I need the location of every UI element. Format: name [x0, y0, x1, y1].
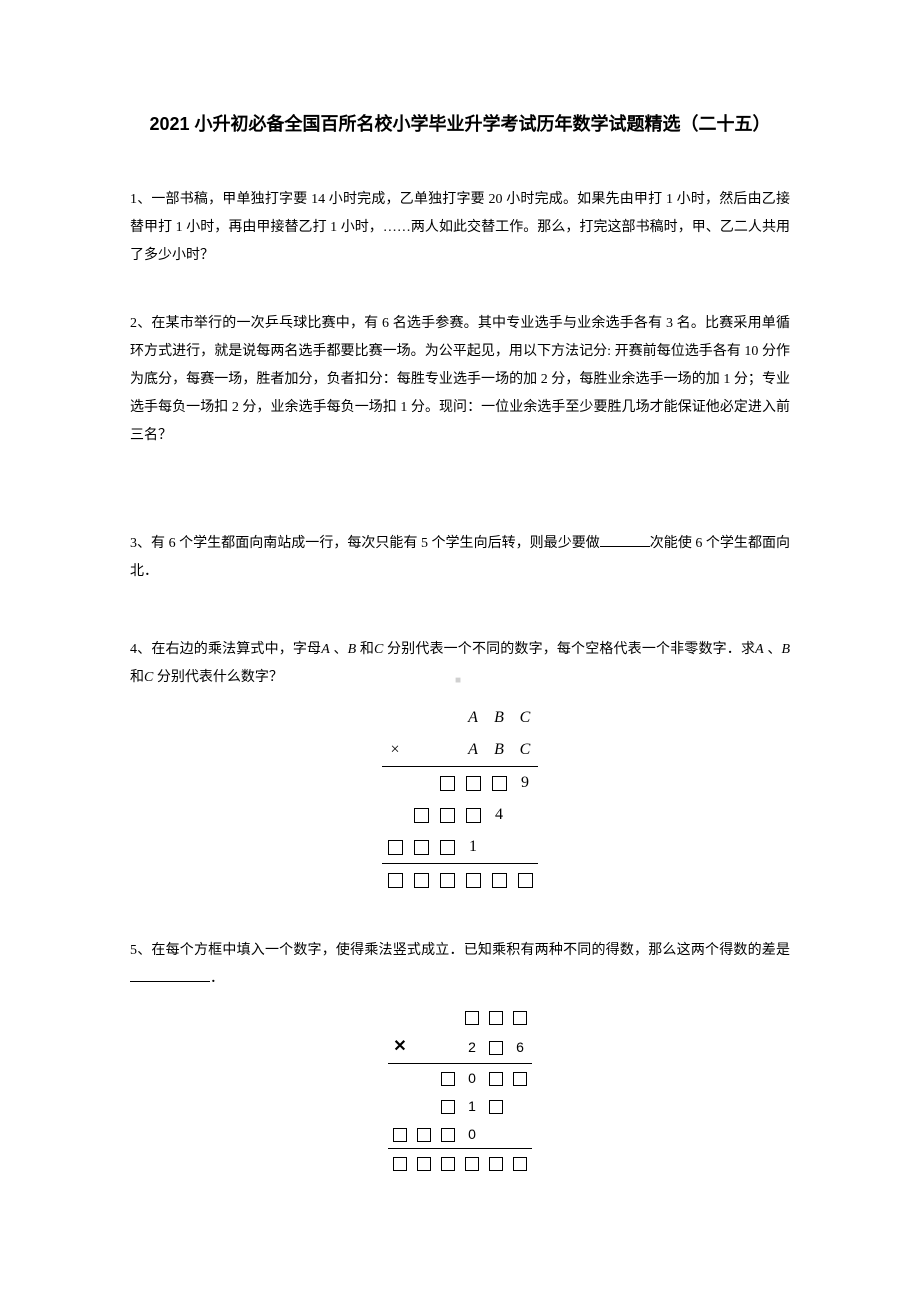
q4-multiplication: A B C × A B C 9 — [382, 702, 538, 896]
times-sign: ✕ — [393, 1038, 406, 1055]
digit-box — [393, 1157, 407, 1171]
q4-prefix: 4、在右边的乘法算式中，字母 — [130, 642, 321, 657]
q4-m4: 、 — [764, 642, 782, 657]
question-1: 1、一部书稿，甲单独打字要 14 小时完成，乙单独打字要 20 小时完成。如果先… — [130, 186, 790, 270]
digit-1: 1 — [469, 838, 477, 855]
digit-box — [440, 873, 455, 888]
digit-1: 1 — [468, 1098, 476, 1114]
question-2: 2、在某市举行的一次乒乓球比赛中，有 6 名选手参赛。其中专业选手与业余选手各有… — [130, 310, 790, 450]
digit-box — [393, 1128, 407, 1142]
digit-4: 4 — [495, 806, 503, 823]
q5-multiplication: ✕ 2 6 0 1 — [388, 1003, 532, 1177]
q5-prefix: 5、在每个方框中填入一个数字，使得乘法竖式成立．已知乘积有两种不同的得数，那么这… — [130, 943, 790, 958]
blank-fill — [130, 968, 210, 982]
cell-b: B — [494, 741, 504, 758]
digit-6: 6 — [516, 1039, 524, 1055]
letter-c: C — [374, 642, 383, 657]
q5-figure: ✕ 2 6 0 1 — [130, 1003, 790, 1188]
digit-9: 9 — [521, 774, 529, 791]
digit-box — [492, 776, 507, 791]
page-title: 2021 小升初必备全国百所名校小学毕业升学考试历年数学试题精选（二十五） — [130, 110, 790, 136]
q3-text-prefix: 3、有 6 个学生都面向南站成一行，每次只能有 5 个学生向后转，则最少要做 — [130, 536, 600, 551]
digit-0: 0 — [468, 1070, 476, 1086]
digit-box — [489, 1100, 503, 1114]
digit-box — [388, 840, 403, 855]
digit-box — [440, 808, 455, 823]
cell-a: A — [468, 741, 478, 758]
digit-box — [489, 1157, 503, 1171]
q4-m2: 和 — [356, 642, 374, 657]
question-5: 5、在每个方框中填入一个数字，使得乘法竖式成立．已知乘积有两种不同的得数，那么这… — [130, 937, 790, 1188]
letter-c: C — [144, 670, 153, 685]
letter-b: B — [348, 642, 357, 657]
digit-box — [441, 1100, 455, 1114]
cell-a: A — [468, 709, 478, 726]
digit-box — [518, 873, 533, 888]
digit-box — [466, 808, 481, 823]
digit-box — [513, 1072, 527, 1086]
digit-box — [465, 1157, 479, 1171]
digit-box — [489, 1011, 503, 1025]
digit-box — [492, 873, 507, 888]
digit-box — [388, 873, 403, 888]
digit-box — [441, 1157, 455, 1171]
digit-box — [441, 1128, 455, 1142]
digit-box — [466, 776, 481, 791]
cell-c: C — [520, 741, 531, 758]
digit-box — [417, 1157, 431, 1171]
digit-box — [440, 840, 455, 855]
q4-m3: 分别代表一个不同的数字，每个空格代表一个非零数字．求 — [383, 642, 755, 657]
letter-a: A — [321, 642, 330, 657]
letter-b: B — [782, 642, 791, 657]
q4-suffix: 分别代表什么数字？ — [153, 670, 283, 685]
question-4: 4、在右边的乘法算式中，字母A 、B 和C 分别代表一个不同的数字，每个空格代表… — [130, 636, 790, 907]
digit-box — [513, 1011, 527, 1025]
digit-box — [441, 1072, 455, 1086]
digit-box — [414, 873, 429, 888]
cell-c: C — [520, 709, 531, 726]
q4-m1: 、 — [330, 642, 348, 657]
digit-box — [414, 808, 429, 823]
q5-suffix: ． — [210, 971, 224, 986]
digit-box — [417, 1128, 431, 1142]
q4-figure: A B C × A B C 9 — [130, 702, 790, 907]
digit-box — [465, 1011, 479, 1025]
digit-box — [489, 1041, 503, 1055]
digit-box — [440, 776, 455, 791]
question-3: 3、有 6 个学生都面向南站成一行，每次只能有 5 个学生向后转，则最少要做次能… — [130, 530, 790, 586]
cell-b: B — [494, 709, 504, 726]
times-sign: × — [390, 741, 399, 758]
blank-fill — [600, 533, 650, 547]
digit-box — [466, 873, 481, 888]
digit-box — [489, 1072, 503, 1086]
digit-0: 0 — [468, 1126, 476, 1142]
digit-box — [414, 840, 429, 855]
q4-m5: 和 — [130, 670, 144, 685]
digit-2: 2 — [468, 1039, 476, 1055]
letter-a: A — [755, 642, 764, 657]
digit-box — [513, 1157, 527, 1171]
